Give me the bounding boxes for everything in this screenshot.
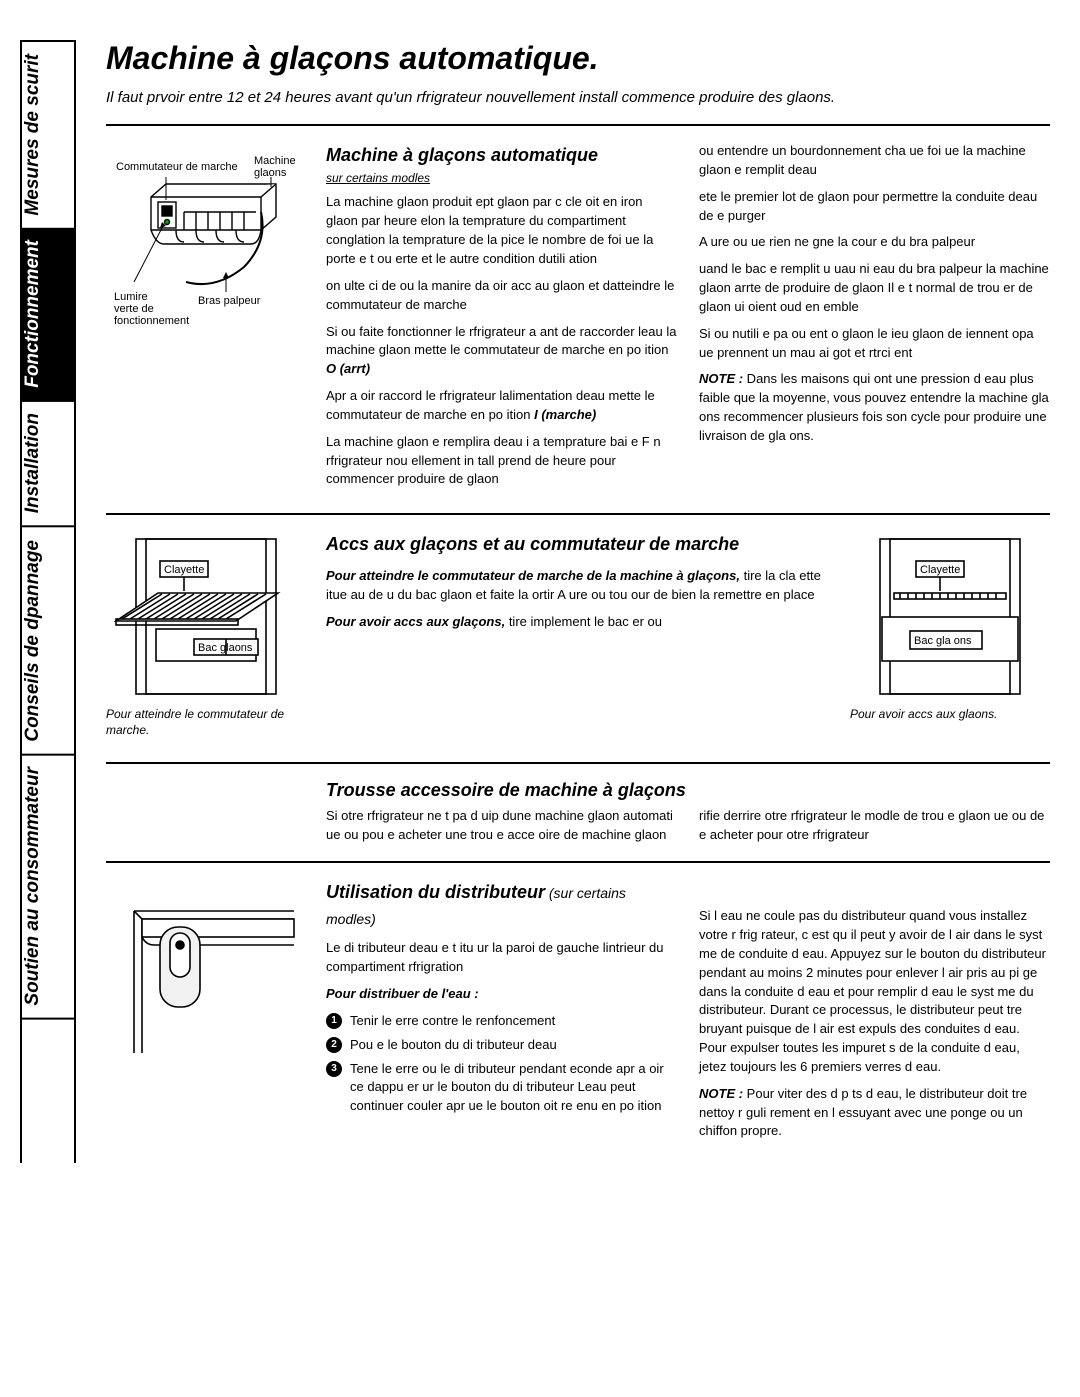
section-dispenser: Utilisation du distributeur (sur certain… — [106, 879, 1050, 1149]
sec1-note: NOTE : Dans les maisons qui ont une pres… — [699, 370, 1050, 445]
fig2-caption: Pour atteindre le commutateur de marche. — [106, 707, 306, 738]
sec2-text: Accs aux glaçons et au commutateur de ma… — [326, 531, 830, 640]
sec1-c2p1: ou entendre un bourdonnement cha ue foi … — [699, 142, 1050, 180]
figure-icemaker: Commutateur de marche Machine glaons Lum… — [106, 142, 306, 497]
sec4-note: NOTE : Pour viter des d p ts d eau, le d… — [699, 1085, 1050, 1142]
section-access: Clayette Bac glaons Pour atteindre le co… — [106, 531, 1050, 746]
sec4-p1: Le di tributeur deau e t itu ur la paroi… — [326, 939, 677, 977]
sec1-col1: Machine à glaçons automatique sur certai… — [326, 142, 677, 497]
tab-soutien[interactable]: Soutien au consommateur — [22, 755, 74, 1020]
sec1-c2p2: ete le premier lot de glaon pour permett… — [699, 188, 1050, 226]
page-subtitle: Il faut prvoir entre 12 et 24 heures ava… — [106, 89, 1050, 106]
sec1-col2: ou entendre un bourdonnement cha ue foi … — [699, 142, 1050, 497]
sec4-title: Utilisation du distributeur (sur certain… — [326, 879, 677, 931]
sec4-col1: Utilisation du distributeur (sur certain… — [326, 879, 677, 1149]
label-clayette: Clayette — [164, 564, 204, 576]
sidebar-tabs: Mesures de scurit Fonctionnement Install… — [20, 40, 76, 1163]
tab-mesures[interactable]: Mesures de scurit — [22, 42, 74, 228]
step-num-icon: 3 — [326, 1061, 342, 1077]
divider — [106, 861, 1050, 863]
sec1-p1: La machine glaon produit ept glaon par c… — [326, 193, 677, 268]
sec3-title: Trousse accessoire de machine à glaçons — [326, 780, 1050, 801]
step-2: 2 Pou e le bouton du di tributeur deau — [326, 1036, 677, 1054]
svg-text:glaons: glaons — [254, 167, 287, 179]
label-commutateur: Commutateur de marche — [116, 161, 238, 173]
sec2-p1: Pour atteindre le commutateur de marche … — [326, 567, 830, 605]
figure-dispenser — [106, 879, 306, 1149]
sec4-col2: Si l eau ne coule pas du distributeur qu… — [699, 879, 1050, 1149]
svg-text:Lumire: Lumire — [114, 291, 148, 303]
divider — [106, 513, 1050, 515]
main-content: Machine à glaçons automatique. Il faut p… — [76, 40, 1050, 1163]
sec1-p4: Apr a oir raccord le rfrigrateur lalimen… — [326, 387, 677, 425]
sec1-title: Machine à glaçons automatique — [326, 142, 677, 168]
sec2-p2: Pour avoir accs aux glaçons, tire implem… — [326, 613, 830, 632]
step-3: 3 Tene le erre ou le di tributeur pendan… — [326, 1060, 677, 1115]
svg-text:fonctionnement: fonctionnement — [114, 315, 189, 327]
label-bras: Bras palpeur — [198, 295, 261, 307]
label-bac: Bac glaons — [198, 642, 253, 654]
sec4-c2p1: Si l eau ne coule pas du distributeur qu… — [699, 907, 1050, 1077]
sec1-p2: on ulte ci de ou la manire da oir acc au… — [326, 277, 677, 315]
label-bac2: Bac gla ons — [914, 635, 972, 647]
sec4-h: Pour distribuer de l'eau : — [326, 985, 677, 1004]
sec1-p5: La machine glaon e remplira deau i a tem… — [326, 433, 677, 490]
page-title: Machine à glaçons automatique. — [106, 40, 1050, 77]
divider — [106, 124, 1050, 126]
section-kit: Trousse accessoire de machine à glaçons … — [106, 780, 1050, 845]
sec1-p3: Si ou faite fonctionner le rfrigrateur a… — [326, 323, 677, 380]
tab-conseils[interactable]: Conseils de dpannage — [22, 528, 74, 756]
divider — [106, 762, 1050, 764]
fig3-caption: Pour avoir accs aux glaons. — [850, 707, 1050, 723]
figure-shelf-left: Clayette Bac glaons Pour atteindre le co… — [106, 531, 306, 746]
label-machine: Machine — [254, 155, 296, 167]
tab-installation[interactable]: Installation — [22, 401, 74, 527]
tab-fonctionnement[interactable]: Fonctionnement — [22, 228, 74, 402]
sec3-col1: Si otre rfrigrateur ne t pa d uip dune m… — [326, 807, 677, 845]
label-clayette2: Clayette — [920, 564, 960, 576]
figure-shelf-right: Clayette Bac gla ons Pour avoir accs aux… — [850, 531, 1050, 731]
sec2-title: Accs aux glaçons et au commutateur de ma… — [326, 531, 830, 557]
step-num-icon: 1 — [326, 1013, 342, 1029]
step-num-icon: 2 — [326, 1037, 342, 1053]
sec1-c2p5: Si ou nutili e pa ou ent o glaon le ieu … — [699, 325, 1050, 363]
sec3-col2: rifie derrire otre rfrigrateur le modle … — [699, 807, 1050, 845]
sec1-c2p4: uand le bac e remplit u uau ni eau du br… — [699, 260, 1050, 317]
step-1: 1 Tenir le erre contre le renfoncement — [326, 1012, 677, 1030]
svg-text:verte de: verte de — [114, 303, 154, 315]
sec1-subhead: sur certains modles — [326, 170, 677, 187]
section-icemaker: Commutateur de marche Machine glaons Lum… — [106, 142, 1050, 497]
sec1-c2p3: A ure ou ue rien ne gne la cour e du bra… — [699, 233, 1050, 252]
